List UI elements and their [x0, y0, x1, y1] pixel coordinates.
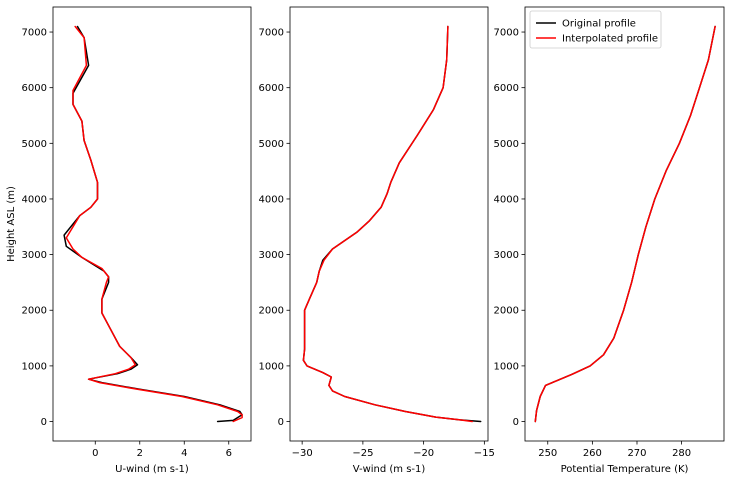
x-axis-label: V-wind (m s-1) [353, 464, 426, 475]
y-tick-label: 0 [278, 417, 284, 428]
series-group [63, 25, 243, 423]
y-tick-label: 6000 [494, 83, 519, 94]
x-tick-label: 270 [627, 448, 646, 459]
original-profile-line [534, 25, 716, 423]
legend-label: Original profile [562, 19, 636, 30]
y-tick-label: 4000 [259, 194, 284, 205]
x-tick-label: 2 [137, 448, 143, 459]
legend-box [529, 10, 662, 49]
y-tick-label: 2000 [22, 306, 47, 317]
u-wind-panel: 0 2 4 6 0 1000 2000 3000 4000 5000 6000 7000 U-wind … [6, 6, 252, 475]
y-tick-label: 5000 [259, 139, 284, 150]
legend-label: Interpolated profile [562, 34, 658, 45]
y-tick-label: 0 [41, 417, 47, 428]
y-tick-label: 1000 [22, 361, 47, 372]
x-tick-label: 6 [226, 448, 232, 459]
x-tick-label: 0 [92, 448, 98, 459]
x-tick-label: 260 [583, 448, 602, 459]
y-tick-label: 2000 [259, 306, 284, 317]
series-group [302, 25, 482, 423]
series-group [534, 25, 716, 423]
y-tick-label: 5000 [22, 139, 47, 150]
axes-frame [52, 6, 252, 442]
y-tick-label: 1000 [494, 361, 519, 372]
y-tick-label: 7000 [22, 28, 47, 39]
x-tick-label: 280 [672, 448, 691, 459]
interpolated-profile-line [65, 25, 243, 423]
x-tick-label: −20 [413, 448, 434, 459]
y-tick-label: 1000 [259, 361, 284, 372]
y-tick-label: 3000 [259, 250, 284, 261]
interpolated-profile-line [534, 25, 716, 423]
y-tick-label: 2000 [494, 306, 519, 317]
y-tick-label: 6000 [259, 83, 284, 94]
original-profile-line [302, 25, 482, 423]
x-tick-label: 250 [538, 448, 557, 459]
y-tick-label: 4000 [494, 194, 519, 205]
y-tick-label: 0 [513, 417, 519, 428]
x-tick-label: −30 [292, 448, 313, 459]
interpolated-profile-line [302, 25, 473, 423]
y-tick-label: 6000 [22, 83, 47, 94]
y-tick-label: 3000 [22, 250, 47, 261]
x-tick-label: −15 [474, 448, 495, 459]
y-tick-label: 7000 [494, 28, 519, 39]
v-wind-panel: −30 −25 −20 −15 0 1000 2000 3000 4000 5000 6000 700… [259, 6, 495, 475]
y-tick-label: 3000 [494, 250, 519, 261]
x-axis-label: Potential Temperature (K) [561, 464, 689, 475]
axes-frame [524, 6, 725, 442]
y-axis-label: Height ASL (m) [6, 186, 17, 262]
legend: Original profile Interpolated profile [529, 10, 662, 49]
potential-temperature-panel: 250 260 270 280 0 1000 2000 3000 4000 5000 6000 700… [494, 6, 725, 475]
x-tick-label: 4 [181, 448, 187, 459]
original-profile-line [63, 25, 243, 423]
x-axis-label: U-wind (m s-1) [115, 464, 189, 475]
x-tick-label: −25 [352, 448, 373, 459]
axes-frame [289, 6, 489, 442]
y-tick-label: 5000 [494, 139, 519, 150]
y-tick-label: 4000 [22, 194, 47, 205]
y-tick-label: 7000 [259, 28, 284, 39]
